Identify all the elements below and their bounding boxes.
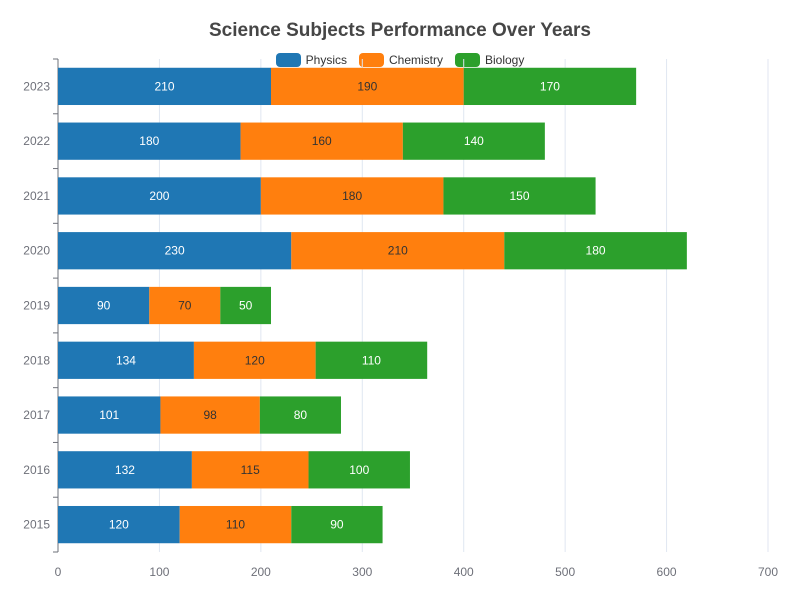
bar-physics-2019: [58, 286, 150, 325]
data-label: 180: [586, 244, 606, 258]
bar-physics-2017: [58, 396, 161, 434]
legend-swatch-chemistry: [358, 53, 384, 67]
data-label: 110: [226, 518, 245, 532]
data-label: 110: [362, 353, 381, 367]
legend: Physics Chemistry Biology: [0, 53, 800, 67]
x-tick-label: 600: [657, 565, 677, 579]
data-label: 80: [294, 408, 308, 422]
bar-chemistry-2017: [160, 396, 260, 434]
data-label: 98: [203, 408, 217, 422]
bar-biology-2017: [259, 396, 341, 434]
legend-label-physics: Physics: [305, 53, 347, 67]
bar-biology-2021: [443, 177, 596, 215]
bar-physics-2018: [58, 341, 194, 379]
x-tick-label: 300: [352, 565, 372, 579]
data-label: 70: [178, 299, 192, 313]
y-tick-label: 2019: [23, 299, 50, 313]
data-label: 190: [357, 79, 377, 93]
data-label: 132: [115, 463, 135, 477]
data-label: 150: [509, 189, 529, 203]
y-tick-label: 2023: [23, 79, 50, 93]
bar-physics-2020: [58, 232, 292, 270]
legend-swatch-biology: [455, 53, 480, 67]
chart-title: Science Subjects Performance Over Years: [209, 20, 591, 41]
y-tick-label: 2015: [23, 518, 50, 532]
data-label: 180: [342, 189, 362, 203]
y-tick-label: 2016: [23, 463, 50, 477]
data-label: 90: [97, 299, 111, 313]
bar-chemistry-2020: [291, 232, 505, 270]
data-label: 120: [109, 518, 129, 532]
y-tick-label: 2020: [23, 244, 50, 258]
data-label: 160: [312, 134, 332, 148]
bar-chemistry-2015: [179, 505, 292, 544]
data-label: 170: [540, 79, 560, 93]
bar-physics-2016: [58, 451, 192, 489]
data-label: 230: [165, 244, 185, 258]
bar-biology-2018: [315, 341, 428, 379]
legend-label-biology: Biology: [485, 53, 525, 67]
data-label: 115: [241, 463, 260, 477]
bar-biology-2019: [220, 286, 271, 325]
legend-swatch-physics: [275, 53, 301, 67]
data-label: 140: [464, 134, 484, 148]
x-tick-label: 200: [251, 565, 271, 579]
y-tick-label: 2022: [23, 134, 50, 148]
y-tick-label: 2021: [23, 189, 50, 203]
legend-label-chemistry: Chemistry: [388, 53, 443, 67]
bar-chemistry-2021: [260, 177, 444, 215]
data-label: 134: [116, 353, 136, 367]
x-tick-label: 700: [758, 565, 778, 579]
bar-biology-2016: [308, 451, 410, 489]
bar-chemistry-2016: [191, 451, 309, 489]
bar-chemistry-2019: [149, 286, 221, 325]
y-tick-label: 2017: [23, 408, 50, 422]
x-tick-label: 0: [55, 565, 62, 579]
bar-physics-2015: [58, 505, 180, 544]
bar-chemistry-2018: [193, 341, 316, 379]
data-label: 180: [139, 134, 159, 148]
bar-biology-2020: [504, 232, 687, 270]
data-label: 120: [245, 353, 265, 367]
bar-biology-2015: [291, 505, 383, 544]
data-label: 210: [154, 79, 174, 93]
bar-physics-2021: [58, 177, 261, 215]
data-label: 210: [388, 244, 408, 258]
legend-item-physics[interactable]: Physics: [275, 53, 347, 67]
bar-physics-2022: [58, 122, 241, 160]
x-tick-label: 500: [555, 565, 575, 579]
y-tick-label: 2018: [23, 353, 50, 367]
bar-chemistry-2022: [240, 122, 403, 160]
data-label: 90: [330, 518, 344, 532]
bar-biology-2022: [402, 122, 545, 160]
bar-chemistry-2023: [271, 67, 464, 106]
legend-item-biology[interactable]: Biology: [455, 53, 524, 67]
data-label: 50: [239, 299, 253, 313]
legend-item-chemistry[interactable]: Chemistry: [358, 53, 443, 67]
bar-physics-2023: [58, 67, 271, 106]
data-label: 100: [349, 463, 369, 477]
data-label: 200: [149, 189, 169, 203]
bar-biology-2023: [463, 67, 637, 106]
x-tick-label: 400: [454, 565, 474, 579]
x-tick-label: 100: [149, 565, 169, 579]
data-label: 101: [99, 408, 119, 422]
